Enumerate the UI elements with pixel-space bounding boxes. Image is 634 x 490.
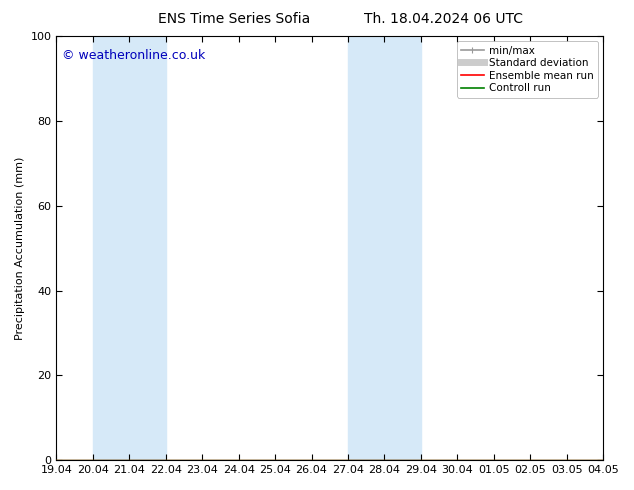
Bar [348, 36, 421, 460]
Legend: min/max, Standard deviation, Ensemble mean run, Controll run: min/max, Standard deviation, Ensemble me… [456, 41, 598, 98]
Text: © weatheronline.co.uk: © weatheronline.co.uk [62, 49, 205, 62]
Text: Th. 18.04.2024 06 UTC: Th. 18.04.2024 06 UTC [365, 12, 523, 26]
Bar [621, 36, 634, 460]
Bar [93, 36, 165, 460]
Text: ENS Time Series Sofia: ENS Time Series Sofia [158, 12, 311, 26]
Y-axis label: Precipitation Accumulation (mm): Precipitation Accumulation (mm) [15, 156, 25, 340]
